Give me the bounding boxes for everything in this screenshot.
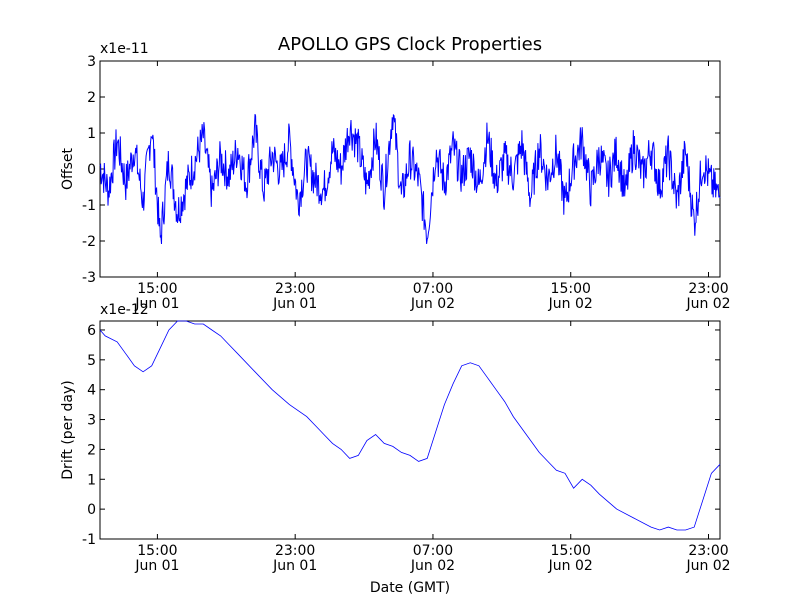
drift-y-tick-label: 6 xyxy=(87,323,96,339)
drift-y-tick-label: 5 xyxy=(87,353,96,369)
drift-x-tick-date: Jun 02 xyxy=(685,558,730,574)
drift-series-line xyxy=(99,320,721,531)
drift-y-tick-label: -1 xyxy=(82,532,96,548)
offset-x-tick-time: 15:00 xyxy=(551,281,591,297)
drift-x-axis-label: Date (GMT) xyxy=(370,580,450,596)
offset-y-tick-label: 2 xyxy=(87,90,96,106)
offset-x-tick-date: Jun 02 xyxy=(548,296,593,312)
drift-x-tick-date: Jun 02 xyxy=(548,558,593,574)
offset-series-line xyxy=(99,113,721,245)
drift-y-axis-label: Drift (per day) xyxy=(60,380,76,479)
drift-y-tick-label: 2 xyxy=(87,442,96,458)
offset-y-tick-label: 3 xyxy=(87,54,96,70)
drift-y-tick-label: 1 xyxy=(87,472,96,488)
offset-y-axis-label: Offset xyxy=(60,147,76,190)
chart-title: APOLLO GPS Clock Properties xyxy=(278,34,542,55)
offset-x-tick-time: 07:00 xyxy=(413,281,453,297)
offset-y-tick-label: -3 xyxy=(82,270,96,286)
drift-plot-frame xyxy=(99,320,721,540)
offset-x-tick-time: 23:00 xyxy=(688,281,728,297)
offset-x-tick-date: Jun 02 xyxy=(685,296,730,312)
drift-x-tick-time: 15:00 xyxy=(137,543,177,559)
offset-x-tick-date: Jun 02 xyxy=(410,296,455,312)
drift-y-tick-label: 3 xyxy=(87,413,96,429)
drift-x-tick-time: 23:00 xyxy=(275,543,315,559)
drift-x-tick-time: 23:00 xyxy=(688,543,728,559)
drift-x-tick-date: Jun 01 xyxy=(272,558,317,574)
offset-multiplier: x1e-11 xyxy=(100,41,149,57)
drift-multiplier: x1e-12 xyxy=(100,302,149,318)
drift-x-tick-date: Jun 02 xyxy=(410,558,455,574)
offset-y-tick-label: -2 xyxy=(82,234,96,250)
offset-x-tick-time: 15:00 xyxy=(137,281,177,297)
drift-x-tick-time: 07:00 xyxy=(413,543,453,559)
offset-y-tick-label: 0 xyxy=(87,162,96,178)
offset-y-tick-label: 1 xyxy=(87,126,96,142)
offset-x-tick-date: Jun 01 xyxy=(272,296,317,312)
offset-y-tick-label: -1 xyxy=(82,198,96,214)
drift-x-tick-date: Jun 01 xyxy=(134,558,179,574)
offset-x-tick-time: 23:00 xyxy=(275,281,315,297)
drift-x-tick-time: 15:00 xyxy=(551,543,591,559)
drift-y-tick-label: 0 xyxy=(87,502,96,518)
offset-x-tick-date: Jun 01 xyxy=(134,296,179,312)
drift-y-tick-label: 4 xyxy=(87,383,96,399)
